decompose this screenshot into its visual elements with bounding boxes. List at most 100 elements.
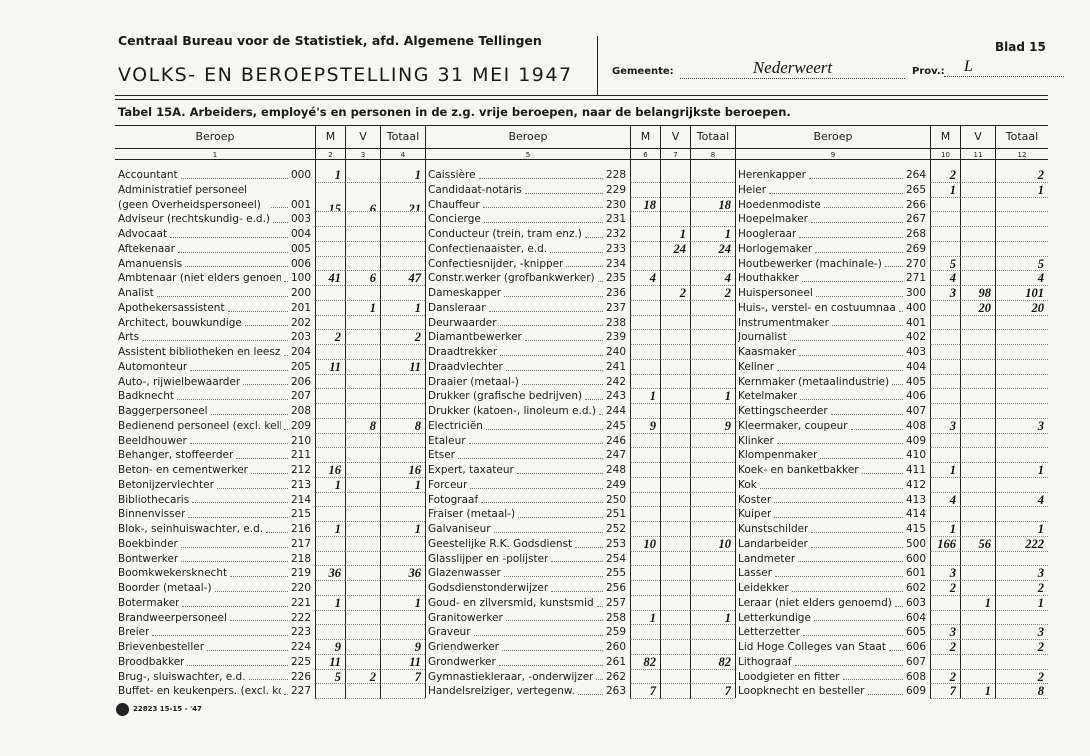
leader: [850, 428, 903, 430]
total-value: [690, 256, 735, 272]
code: 410: [905, 449, 926, 462]
total-value: 24: [690, 241, 735, 257]
beroep-row: Kuiper 414: [735, 507, 930, 522]
beroep: Kaasmaker: [738, 346, 797, 358]
total-value: 10: [690, 536, 735, 552]
total-value: [995, 404, 1048, 419]
blad: Blad 15: [995, 40, 1046, 54]
beroep-row: Kernmaker (metaalindustrie) 405: [735, 375, 930, 390]
code: 251: [605, 508, 626, 521]
leader: [485, 428, 603, 430]
m-value: 9: [315, 640, 345, 655]
beroep-row: Concierge 231: [425, 212, 630, 227]
v-value: [960, 477, 995, 493]
beroep-row: Brievenbesteller 224: [115, 640, 315, 655]
code: 402: [905, 331, 926, 344]
v-value: [345, 463, 380, 478]
m-value: [930, 477, 960, 493]
v-value: [960, 359, 995, 375]
total-value: 2: [995, 581, 1048, 596]
leader: [516, 472, 603, 474]
beroep-row: Fotograaf 250: [425, 493, 630, 508]
leader: [789, 340, 903, 341]
leader: [794, 664, 903, 666]
code: 609: [905, 685, 926, 698]
v-value: [960, 256, 995, 272]
beroep-row: Huispersoneel 300: [735, 286, 930, 301]
m-value: [930, 345, 960, 360]
total-value: 18: [690, 197, 735, 213]
total-value: 1: [995, 522, 1048, 537]
v-value: [960, 566, 995, 581]
code: 404: [905, 360, 926, 373]
divider: [597, 36, 598, 96]
total-value: [690, 566, 735, 581]
beroep-row: Breier 223: [115, 625, 315, 640]
leader: [799, 236, 903, 238]
m-value: 4: [930, 271, 960, 286]
m-value: [630, 669, 660, 685]
m-value: [630, 345, 660, 360]
v-value: 24: [660, 241, 690, 257]
total-value: [690, 374, 735, 390]
beroep-row: Herenkapper 264: [735, 168, 930, 183]
total-value: 1: [690, 389, 735, 404]
beroep-row: Adviseur (rechtskundig- e.d.) 003: [115, 212, 315, 227]
v-value: [345, 286, 380, 301]
beroep: Electriciën: [428, 419, 483, 432]
v-value: [960, 389, 995, 404]
v-value: [960, 212, 995, 227]
code: 239: [605, 331, 626, 344]
v-value: [660, 551, 690, 567]
v-value: [960, 168, 995, 183]
m-value: 2: [930, 168, 960, 183]
total-value: 3: [995, 566, 1048, 581]
code: 405: [905, 375, 926, 388]
beroep: Broodbakker: [118, 655, 185, 668]
m-value: 1: [315, 595, 345, 611]
code: 227: [290, 685, 311, 698]
code: 604: [905, 611, 926, 624]
beroep-row: Kok 412: [735, 478, 930, 493]
code: 005: [290, 242, 311, 255]
total-value: [690, 433, 735, 449]
v-value: [345, 581, 380, 596]
code: 269: [905, 242, 926, 255]
total-value: [380, 227, 425, 242]
beroep: Drukker (grafische bedrijven): [428, 390, 583, 403]
leader: [283, 694, 288, 695]
total-value: [380, 581, 425, 596]
beroep: Hoepelmaker: [738, 213, 808, 226]
code: 255: [605, 567, 626, 580]
v-value: [660, 168, 690, 183]
code: 414: [905, 508, 926, 521]
m-value: [630, 168, 660, 183]
v-value: [345, 330, 380, 345]
leader: [142, 340, 288, 341]
total-value: 4: [995, 271, 1048, 286]
beroep: Drukker (katoen-, linoleum e.d.): [428, 405, 596, 417]
total-value: 1: [380, 595, 425, 611]
code: 240: [605, 346, 626, 358]
v-value: [660, 595, 690, 611]
code: 601: [905, 567, 926, 580]
code: 261: [605, 655, 626, 668]
m-value: 1: [315, 522, 345, 537]
beroep: Loopknecht en besteller: [738, 685, 865, 698]
leader: [801, 281, 903, 282]
v-value: [660, 566, 690, 581]
beroep: Confectienaaister, e.d.: [428, 242, 548, 255]
code: 600: [905, 552, 926, 565]
total-value: [690, 522, 735, 537]
beroep: Glazenwasser: [428, 567, 501, 580]
code: 207: [290, 390, 311, 403]
code: 217: [290, 537, 311, 550]
leader: [182, 605, 288, 607]
m-value: 2: [315, 330, 345, 345]
code: 201: [290, 301, 311, 314]
beroep: Concierge: [428, 213, 481, 226]
m-value: 2: [930, 669, 960, 685]
leader: [500, 354, 603, 356]
beroep-row: Administratief personeel (geen Overheids…: [115, 183, 315, 213]
beroep-row: Houtbewerker (machinale-) 270: [735, 257, 930, 272]
